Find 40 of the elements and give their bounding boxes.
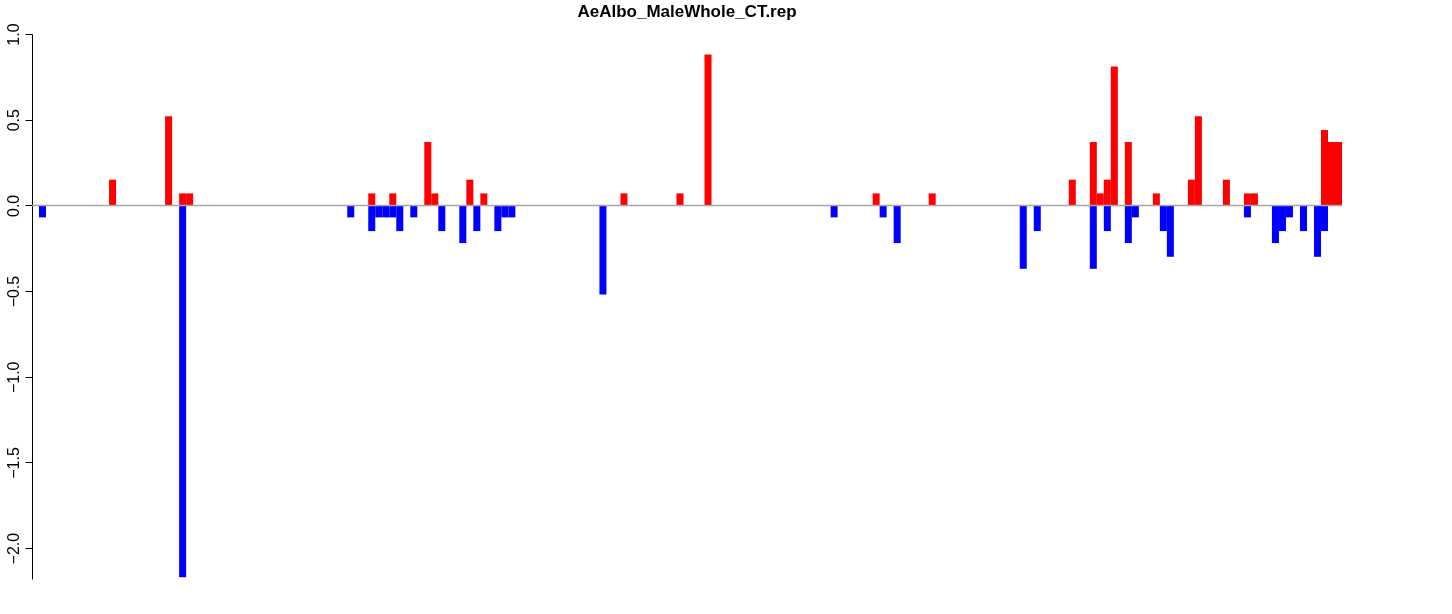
y-tick-label: 0.5	[4, 108, 22, 132]
y-tick-label: −0.5	[4, 275, 22, 308]
bar	[676, 193, 684, 206]
bar	[879, 205, 887, 218]
y-tick-label: 0.0	[4, 194, 22, 218]
bar	[389, 193, 397, 206]
bar	[830, 205, 838, 218]
bar	[466, 179, 474, 206]
bar	[1033, 205, 1041, 232]
y-tick-label: −1.5	[4, 447, 22, 479]
chart-title: AeAlbo_MaleWhole_CT.rep	[577, 1, 797, 21]
bar	[368, 193, 376, 206]
bar	[1152, 193, 1160, 206]
bar	[1019, 205, 1027, 269]
bar	[599, 205, 607, 295]
bar	[1068, 179, 1076, 206]
bar	[620, 193, 628, 206]
bar	[1103, 205, 1111, 232]
bar	[1243, 205, 1251, 218]
y-tick-label: −2.0	[4, 532, 22, 565]
bar	[473, 205, 481, 232]
bar	[410, 205, 418, 218]
bar	[1124, 141, 1132, 206]
bar	[1299, 205, 1307, 232]
bar	[704, 54, 712, 206]
bar	[459, 205, 467, 244]
bar	[480, 193, 488, 206]
bar	[928, 193, 936, 206]
bar	[179, 205, 187, 578]
bar	[893, 205, 901, 244]
bar	[39, 205, 47, 218]
bar	[872, 193, 880, 206]
bar	[1089, 205, 1097, 269]
y-tick-label: 1.0	[4, 23, 22, 46]
y-tick-label: −1.0	[4, 361, 22, 394]
bar	[109, 179, 117, 206]
bar	[347, 205, 355, 218]
bar	[1222, 179, 1230, 206]
bar	[165, 116, 173, 206]
bar	[438, 205, 446, 232]
